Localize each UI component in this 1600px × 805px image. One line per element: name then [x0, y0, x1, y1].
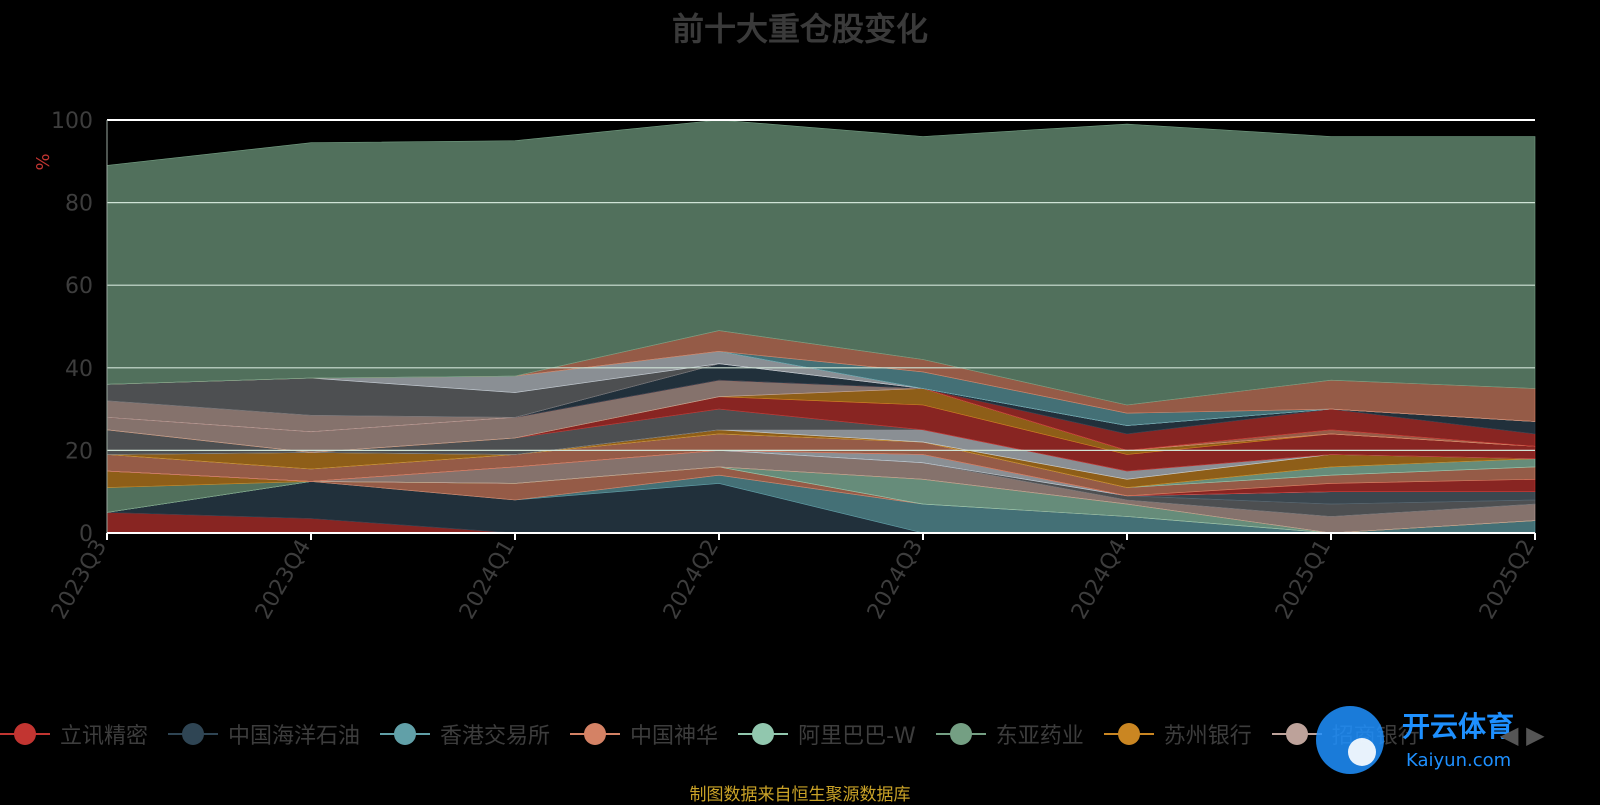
legend-label: 东亚药业 — [995, 724, 1084, 749]
legend-swatch-icon — [168, 722, 219, 746]
legend-next-icon[interactable]: ▶ — [1526, 721, 1545, 749]
legend-swatch-icon — [935, 722, 986, 746]
area-layer — [106, 119, 1536, 534]
y-tick-label-1: 20 — [65, 439, 93, 464]
legend-label: 立讯精密 — [60, 724, 149, 749]
legend-item-6[interactable]: 苏州银行 — [1103, 718, 1252, 750]
x-tick-label-0: 2023Q3 — [47, 536, 112, 624]
y-tick-label-4: 80 — [65, 192, 93, 217]
legend-item-1[interactable]: 中国海洋石油 — [168, 718, 360, 750]
legend-label: 中国神华 — [630, 724, 719, 749]
y-tick-label-5: 100 — [51, 109, 93, 134]
x-tick-label-7: 2025Q2 — [1475, 536, 1540, 624]
legend-item-4[interactable]: 阿里巴巴-W — [738, 718, 916, 750]
legend-swatch-icon — [1103, 722, 1154, 746]
y-tick-label-3: 60 — [65, 274, 93, 299]
watermark-en: Kaiyun.com — [1406, 750, 1511, 771]
stacked-area-chart: 0 20 40 60 80 100 2023Q3 2023Q4 2024Q1 2024Q2 202… — [33, 109, 1540, 624]
area-series-28 — [106, 119, 1536, 406]
x-tick-label-1: 2023Q4 — [251, 536, 316, 624]
legend-swatch-icon — [0, 722, 50, 746]
legend-item-5[interactable]: 东亚药业 — [935, 718, 1084, 750]
x-tick-label-3: 2024Q2 — [659, 536, 724, 624]
legend-label: 阿里巴巴-W — [798, 724, 916, 749]
y-tick-label-0: 0 — [79, 522, 93, 547]
legend-item-0[interactable]: 立讯精密 — [0, 718, 148, 750]
legend-item-3[interactable]: 中国神华 — [570, 718, 718, 750]
source-note: 制图数据来自恒生聚源数据库 — [689, 785, 911, 805]
logo-k-icon — [1316, 706, 1384, 774]
soccer-ball-icon — [1348, 738, 1376, 766]
legend-prev-icon[interactable]: ◀ — [1500, 721, 1519, 749]
kaiyun-watermark-logo: 开云体育 Kaiyun.com — [1316, 706, 1514, 774]
legend-swatch-icon — [1271, 722, 1322, 746]
legend-swatch-icon — [738, 722, 789, 746]
legend-swatch-icon — [380, 722, 431, 746]
y-axis-label: % — [33, 153, 54, 170]
x-tick-label-5: 2024Q4 — [1067, 536, 1132, 624]
legend-swatch-icon — [570, 722, 621, 746]
x-tick-label-2: 2024Q1 — [455, 536, 520, 624]
x-tick-label-4: 2024Q3 — [863, 536, 928, 624]
legend-item-2[interactable]: 香港交易所 — [380, 718, 550, 750]
legend-label: 中国海洋石油 — [228, 724, 361, 749]
legend-pager[interactable]: ◀ ▶ — [1500, 721, 1545, 749]
watermark-cn: 开云体育 — [1402, 710, 1514, 743]
legend-label: 苏州银行 — [1163, 724, 1252, 749]
chart-title: 前十大重仓股变化 — [671, 10, 928, 48]
y-tick-label-2: 40 — [65, 357, 93, 382]
legend-label: 香港交易所 — [440, 724, 551, 749]
x-tick-label-6: 2025Q1 — [1271, 536, 1336, 624]
